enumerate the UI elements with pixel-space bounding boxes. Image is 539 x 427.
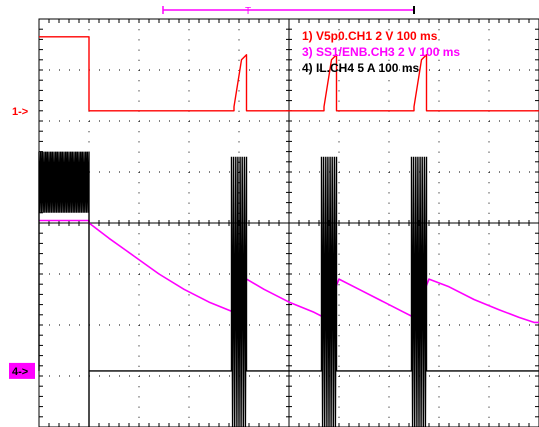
trace-il-ch4 — [38, 151, 539, 427]
legend-entry: 4) IL.CH4 5 A 100 ms — [302, 61, 419, 75]
legend-entry: 1) V5p0.CH1 2 V 100 ms — [302, 29, 438, 43]
traces — [38, 36, 539, 427]
channel-marker-label-ch4: 4-> — [12, 366, 28, 378]
legend-entry: 3) SS1/ENB.CH3 2 V 100 ms — [302, 45, 460, 59]
channel-marker-label-ch1: 1-> — [12, 106, 28, 118]
channel-markers: 1-> 4-> — [9, 106, 35, 379]
graticule — [38, 18, 539, 427]
legend: 1) V5p0.CH1 2 V 100 ms 3) SS1/ENB.CH3 2 V… — [302, 29, 460, 75]
trigger-marker-label: T — [245, 6, 251, 17]
channel-marker-box-ch4 — [9, 362, 35, 379]
trace-v5p0-ch1 — [39, 36, 539, 112]
trigger-window-indicator: T — [162, 6, 415, 17]
trace-ss1-enb-ch3 — [39, 219, 539, 324]
